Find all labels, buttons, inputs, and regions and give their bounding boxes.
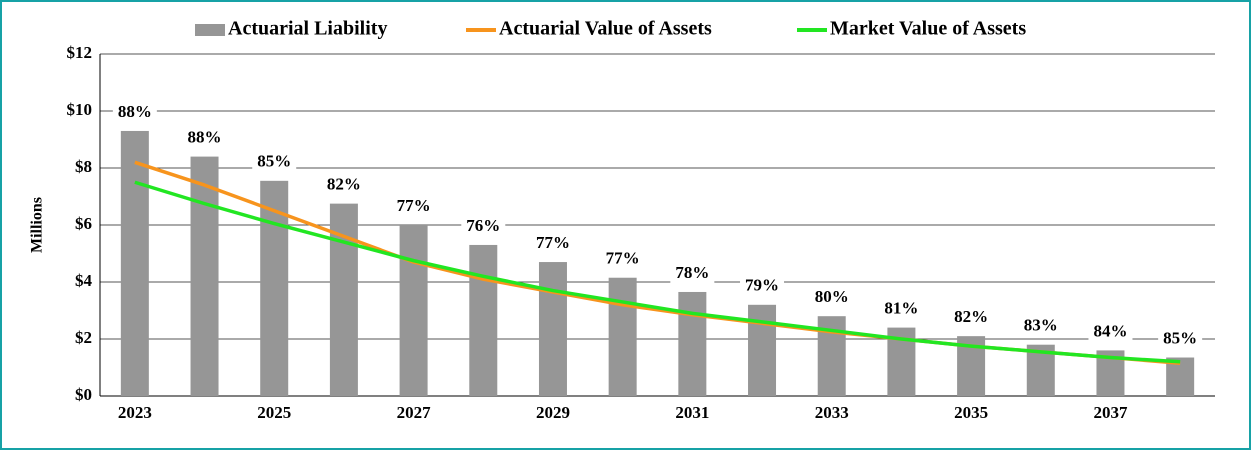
y-tick-label: $2 <box>75 328 92 347</box>
data-label: 76% <box>466 216 500 235</box>
bar <box>120 130 149 396</box>
bar <box>260 180 289 396</box>
data-label-bg <box>391 197 436 217</box>
y-tick-label: $10 <box>67 100 93 119</box>
data-label-bg <box>321 175 366 196</box>
data-label: 88% <box>118 102 152 121</box>
legend-label: Actuarial Liability <box>228 18 387 40</box>
bar <box>399 225 428 396</box>
y-tick-label: $6 <box>75 214 92 233</box>
legend-label: Actuarial Value of Assets <box>499 18 712 40</box>
data-label: 85% <box>1163 328 1197 347</box>
x-tick-label: 2033 <box>815 403 849 422</box>
data-label: 78% <box>675 263 709 282</box>
data-label: 85% <box>257 152 291 171</box>
data-label-bg <box>1018 316 1063 337</box>
data-label: 79% <box>745 276 779 295</box>
data-label-bg <box>809 288 854 309</box>
bar <box>608 277 637 396</box>
bar <box>469 244 498 396</box>
x-tick-label: 2025 <box>257 403 291 422</box>
legend-swatch <box>195 24 225 36</box>
data-label-bg <box>670 263 715 284</box>
data-label-bg <box>1088 322 1133 343</box>
data-label: 84% <box>1093 321 1127 340</box>
data-label-bg <box>461 216 506 237</box>
legend-label: Market Value of Assets <box>830 18 1026 40</box>
data-label: 80% <box>815 287 849 306</box>
bar <box>190 156 219 396</box>
x-tick-label: 2031 <box>675 403 709 422</box>
y-tick-label: $12 <box>67 43 93 62</box>
bar <box>538 262 567 396</box>
x-tick-label: 2023 <box>118 403 152 422</box>
y-tick-label: $4 <box>75 271 93 290</box>
y-tick-label: $0 <box>75 385 92 404</box>
x-tick-label: 2037 <box>1093 403 1128 422</box>
data-label: 82% <box>954 307 988 326</box>
x-tick-label: 2029 <box>536 403 570 422</box>
data-label-bg <box>252 152 297 173</box>
line <box>134 180 1181 364</box>
data-label-bg <box>112 102 157 123</box>
data-label-bg <box>949 308 994 329</box>
x-tick-label: 2035 <box>954 403 988 422</box>
x-tick-label: 2027 <box>397 403 432 422</box>
bar <box>748 304 777 396</box>
data-label: 81% <box>884 299 918 318</box>
data-label: 83% <box>1024 316 1058 335</box>
data-label: 88% <box>188 128 222 147</box>
data-label-bg <box>530 234 575 255</box>
data-label-bg <box>1158 329 1203 350</box>
data-label-bg <box>600 249 645 270</box>
data-label: 77% <box>397 196 431 215</box>
data-label-bg <box>740 276 785 297</box>
data-label: 82% <box>327 175 361 194</box>
data-label-bg <box>879 299 924 320</box>
data-label: 77% <box>606 249 640 268</box>
y-tick-label: $8 <box>75 157 92 176</box>
y-axis-label: Millions <box>29 197 46 253</box>
data-label: 77% <box>536 233 570 252</box>
data-label-bg <box>182 128 227 149</box>
bar <box>678 291 707 396</box>
